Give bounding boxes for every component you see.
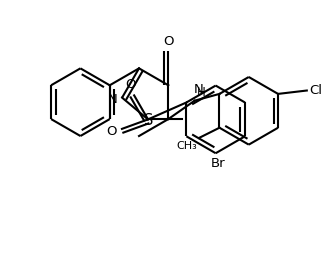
Text: Br: Br (210, 157, 225, 170)
Text: H: H (197, 86, 205, 99)
Text: N: N (107, 93, 117, 106)
Text: CH₃: CH₃ (177, 141, 197, 151)
Text: O: O (125, 78, 136, 91)
Text: S: S (144, 113, 154, 128)
Text: O: O (163, 35, 174, 48)
Text: Cl: Cl (309, 84, 322, 97)
Text: O: O (106, 125, 116, 138)
Text: N: N (194, 83, 203, 96)
